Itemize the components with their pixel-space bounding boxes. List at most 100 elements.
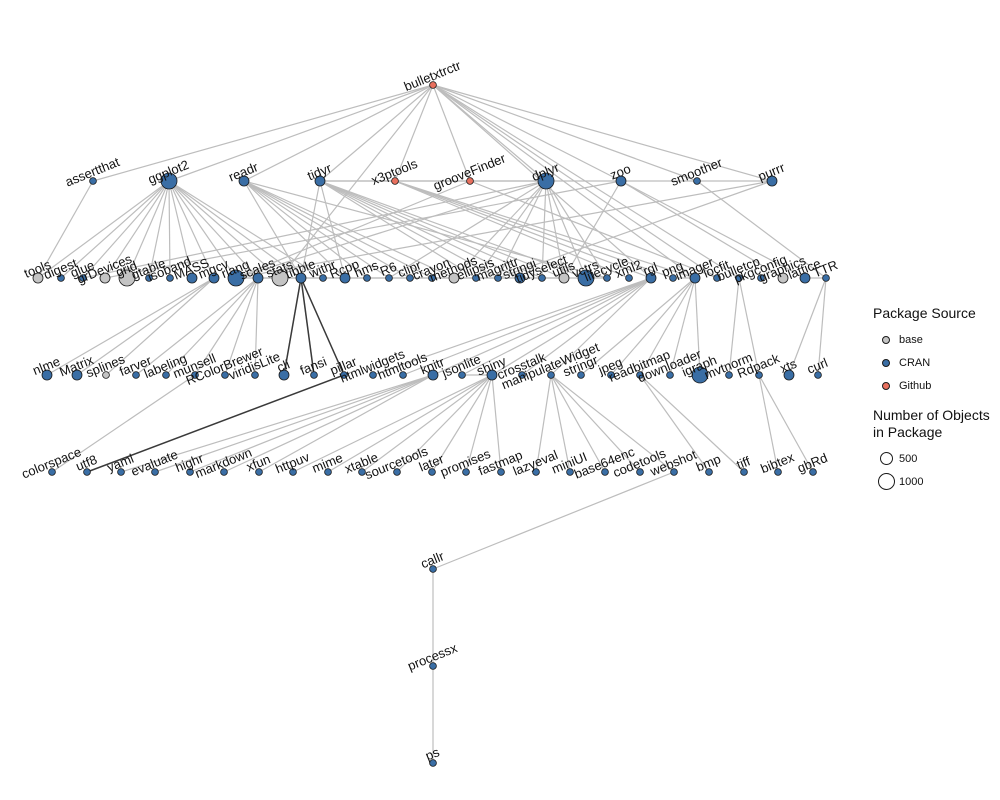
edge-zoo-utils [563, 180, 622, 279]
edge-bulletxtrctr-ggplot2 [168, 84, 434, 182]
legend-label-cran: CRAN [899, 356, 931, 369]
node-htmlwidgets [369, 371, 377, 379]
node-base64enc [601, 468, 609, 476]
edge-imager-readbitmap [639, 277, 696, 376]
edge-mgcv-nlme [46, 277, 215, 376]
edge-rgl-shiny [491, 277, 652, 376]
edge-dplyr-R6 [388, 180, 547, 279]
node-sourcetools [393, 468, 401, 476]
legend-item-cran: CRAN [873, 351, 1000, 374]
edge-mgcv-Matrix [76, 277, 215, 376]
edge-tidyr-tibble [300, 180, 321, 279]
node-jsonlite [458, 371, 466, 379]
node-gtable [145, 274, 153, 282]
edge-tidyr-ellipsis [319, 180, 477, 279]
legend-item-size-1000: 1000 [873, 470, 1000, 493]
edge-x3ptools-rgl [394, 180, 652, 279]
node-label-R6: R6 [378, 259, 399, 279]
edge-scales-viridisLite [254, 277, 259, 376]
edge-zoo-graphics [620, 180, 784, 279]
edge-knitr-xfun [258, 374, 434, 473]
node-tools [32, 272, 44, 284]
node-markdown [220, 468, 228, 476]
edge-shiny-later [431, 374, 493, 473]
edge-bulletxtrctr-smoother [432, 84, 698, 182]
node-munsell [191, 371, 199, 379]
node-isoband [166, 274, 174, 282]
legend-source-title: Package Source [873, 305, 976, 321]
node-stats [271, 269, 289, 287]
edge-scales-RColorBrewer [224, 277, 259, 376]
edge-smoother-TTR [696, 180, 827, 279]
edge-ggplot2-isoband [168, 180, 171, 279]
node-locfit [713, 274, 721, 282]
node-xml2 [625, 274, 633, 282]
node-viridisLite [251, 371, 259, 379]
edge-knitr-evaluate [154, 374, 434, 473]
legend-label-base: base [899, 333, 923, 346]
node-withr [319, 274, 327, 282]
edge-dplyr-lifecycle [545, 180, 608, 279]
edge-scales-labeling [165, 277, 259, 376]
node-lazyeval [532, 468, 540, 476]
node-label-rgl: rgl [641, 259, 660, 278]
node-digest [57, 274, 65, 282]
node-label-curl: curl [805, 355, 830, 377]
node-fastmap [497, 468, 505, 476]
legend-size-title-line1: Number of Objects [873, 407, 990, 423]
edge-dplyr-glue [82, 180, 547, 279]
edge-dplyr-methods [453, 180, 547, 279]
legend-label-1000: 1000 [899, 475, 924, 488]
node-bulletcp [735, 274, 743, 282]
edge-readbitmap-tiff [639, 374, 745, 473]
edge-knitr-highr [189, 374, 434, 473]
edge-shiny-fastmap [491, 374, 502, 473]
edge-x3ptools-png [394, 180, 674, 279]
edge-manipulateWidget-lazyeval [535, 374, 552, 473]
edge-shiny-sourcetools [396, 374, 493, 473]
node-rgl [645, 272, 657, 284]
edge-readr-clipr [243, 180, 411, 279]
edge-manipulateWidget-codetools [550, 374, 641, 473]
edge-grooveFinder-locfit [469, 180, 718, 279]
edge-bulletxtrctr-zoo [432, 84, 622, 182]
node-label-ps: ps [423, 744, 442, 763]
node-hms [363, 274, 371, 282]
node-jpeg [607, 371, 615, 379]
edge-x3ptools-xml2 [394, 180, 630, 279]
edge-assertthat-tools [37, 180, 94, 279]
node-utf8 [83, 468, 91, 476]
node-png [669, 274, 677, 282]
edge-rgl-htmltools [402, 277, 652, 376]
edge-readr-methods [243, 180, 455, 279]
edge-imager-igraph [694, 277, 701, 376]
node-htmltools [399, 371, 407, 379]
node-promises [462, 468, 470, 476]
node-R6 [385, 274, 393, 282]
node-utils [558, 272, 570, 284]
edge-readr-crayon [243, 180, 433, 279]
node-gbRd [809, 468, 817, 476]
node-ps [429, 759, 437, 767]
node-manipulateWidget [547, 371, 555, 379]
legend-item-github: Github [873, 374, 1000, 397]
node-dplyr [537, 172, 555, 190]
node-Rdpack [755, 371, 763, 379]
edge-rgl-htmlwidgets [372, 277, 652, 376]
edge-x3ptools-imager [394, 180, 696, 279]
node-later [428, 468, 436, 476]
node-splines [102, 371, 110, 379]
legend-swatch-cran [882, 358, 890, 367]
node-label-callr: callr [418, 548, 446, 571]
edge-ggplot2-tibble [168, 180, 302, 279]
node-vctrs [577, 269, 595, 287]
node-readr [238, 175, 250, 187]
edge-ggplot2-scales [168, 180, 259, 279]
node-highr [186, 468, 194, 476]
node-crosstalk [518, 371, 526, 379]
legend-size-title: Number of Objects in Package [873, 407, 1000, 441]
edge-bulletxtrctr-x3ptools [394, 84, 434, 182]
node-scales [252, 272, 264, 284]
node-stringi [514, 272, 526, 284]
